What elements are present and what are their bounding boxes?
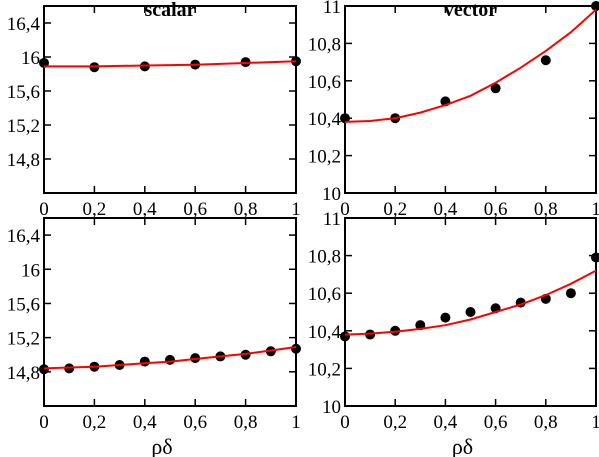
x-tick-label: 0,8 (234, 412, 258, 433)
plot-frame (43, 5, 297, 194)
y-tick-label: 10,4 (308, 322, 342, 343)
y-tick-label: 10,6 (308, 72, 341, 93)
plot-frame (344, 5, 597, 194)
data-point (490, 83, 501, 94)
x-tick-label: 0 (340, 412, 350, 433)
y-tick-label: 10,2 (308, 359, 341, 380)
x-axis-label: ρδ (452, 434, 473, 457)
x-tick-label: 0 (340, 199, 350, 220)
y-tick-label: 10,8 (308, 34, 341, 55)
data-point (291, 56, 301, 67)
x-tick-label: 0,8 (534, 199, 558, 220)
x-tick-label: 0,2 (383, 199, 407, 220)
data-point (465, 307, 476, 317)
x-tick-label: 0,2 (83, 199, 107, 220)
data-point (565, 288, 576, 299)
data-point (591, 252, 599, 263)
fit-line (44, 60, 297, 68)
y-tick-label: 10 (322, 184, 341, 205)
x-tick-label: 0 (39, 199, 49, 220)
x-tick-label: 0,8 (234, 199, 258, 220)
y-tick-label: 10,6 (308, 284, 341, 305)
x-tick-label: 0,4 (133, 412, 157, 433)
x-tick-label: 0 (39, 412, 49, 433)
x-tick-label: 0,6 (484, 412, 508, 433)
x-tick-label: 1 (291, 412, 301, 433)
data-point (340, 113, 350, 124)
panel-title: vector (444, 0, 497, 21)
x-tick-label: 1 (291, 199, 301, 220)
y-tick-label: 10,4 (308, 109, 342, 130)
panel-3: 0 0,2 0,4 0,6 0,8 1 14,8 15,2 15,6 16 16,4 ρδ (7, 217, 301, 457)
panel-2: 0 0,2 0,4 0,6 0,8 1 10 10,2 10,4 10,6 10,8 11 vector (308, 0, 599, 220)
y-tick-label: 14,8 (7, 363, 40, 384)
x-tick-label: 1 (591, 199, 599, 220)
x-tick-label: 0,6 (183, 199, 207, 220)
y-tick-label: 15,6 (7, 294, 40, 315)
data-point (440, 312, 451, 323)
y-tick-label: 15,2 (7, 116, 40, 137)
data-point (340, 331, 350, 342)
x-tick-label: 0,4 (434, 412, 458, 433)
fit-line (344, 8, 597, 123)
data-point (39, 364, 49, 375)
fit-line (43, 346, 297, 370)
panel-1: 0 0,2 0,4 0,6 0,8 1 14,8 15,2 15,6 16 16,4 scalar (7, 0, 301, 220)
y-tick-label: 10 (322, 397, 341, 418)
y-tick-label: 16 (21, 48, 40, 69)
x-tick-label: 0,6 (484, 199, 508, 220)
y-tick-label: 11 (323, 209, 341, 230)
x-tick-label: 0,6 (183, 412, 207, 433)
y-tick-label: 16,4 (7, 226, 41, 247)
y-tick-label: 15,2 (7, 329, 40, 350)
data-point (291, 343, 301, 354)
y-tick-label: 11 (323, 0, 341, 18)
plot-frame (344, 217, 597, 407)
x-tick-label: 0,2 (383, 412, 407, 433)
data-point (540, 55, 551, 66)
y-tick-label: 14,8 (7, 150, 40, 171)
panel-title: scalar (144, 0, 195, 21)
data-point (591, 1, 599, 11)
x-tick-label: 0,4 (434, 199, 458, 220)
y-tick-label: 10,8 (308, 247, 341, 268)
plot-frame (43, 217, 297, 407)
x-tick-label: 0,2 (83, 412, 107, 433)
y-tick-label: 15,6 (7, 82, 40, 103)
y-tick-label: 16,4 (7, 14, 41, 35)
x-tick-label: 1 (591, 412, 599, 433)
x-tick-label: 0,4 (133, 199, 157, 220)
x-axis-label: ρδ (151, 434, 172, 457)
fit-line (344, 269, 597, 336)
data-point (165, 354, 175, 365)
y-tick-label: 16 (21, 260, 40, 281)
y-tick-label: 10,2 (308, 147, 341, 168)
x-tick-label: 0,8 (534, 412, 558, 433)
panel-4: 0 0,2 0,4 0,6 0,8 1 10 10,2 10,4 10,6 10,8 11 ρδ (308, 209, 599, 457)
data-point (139, 356, 150, 367)
